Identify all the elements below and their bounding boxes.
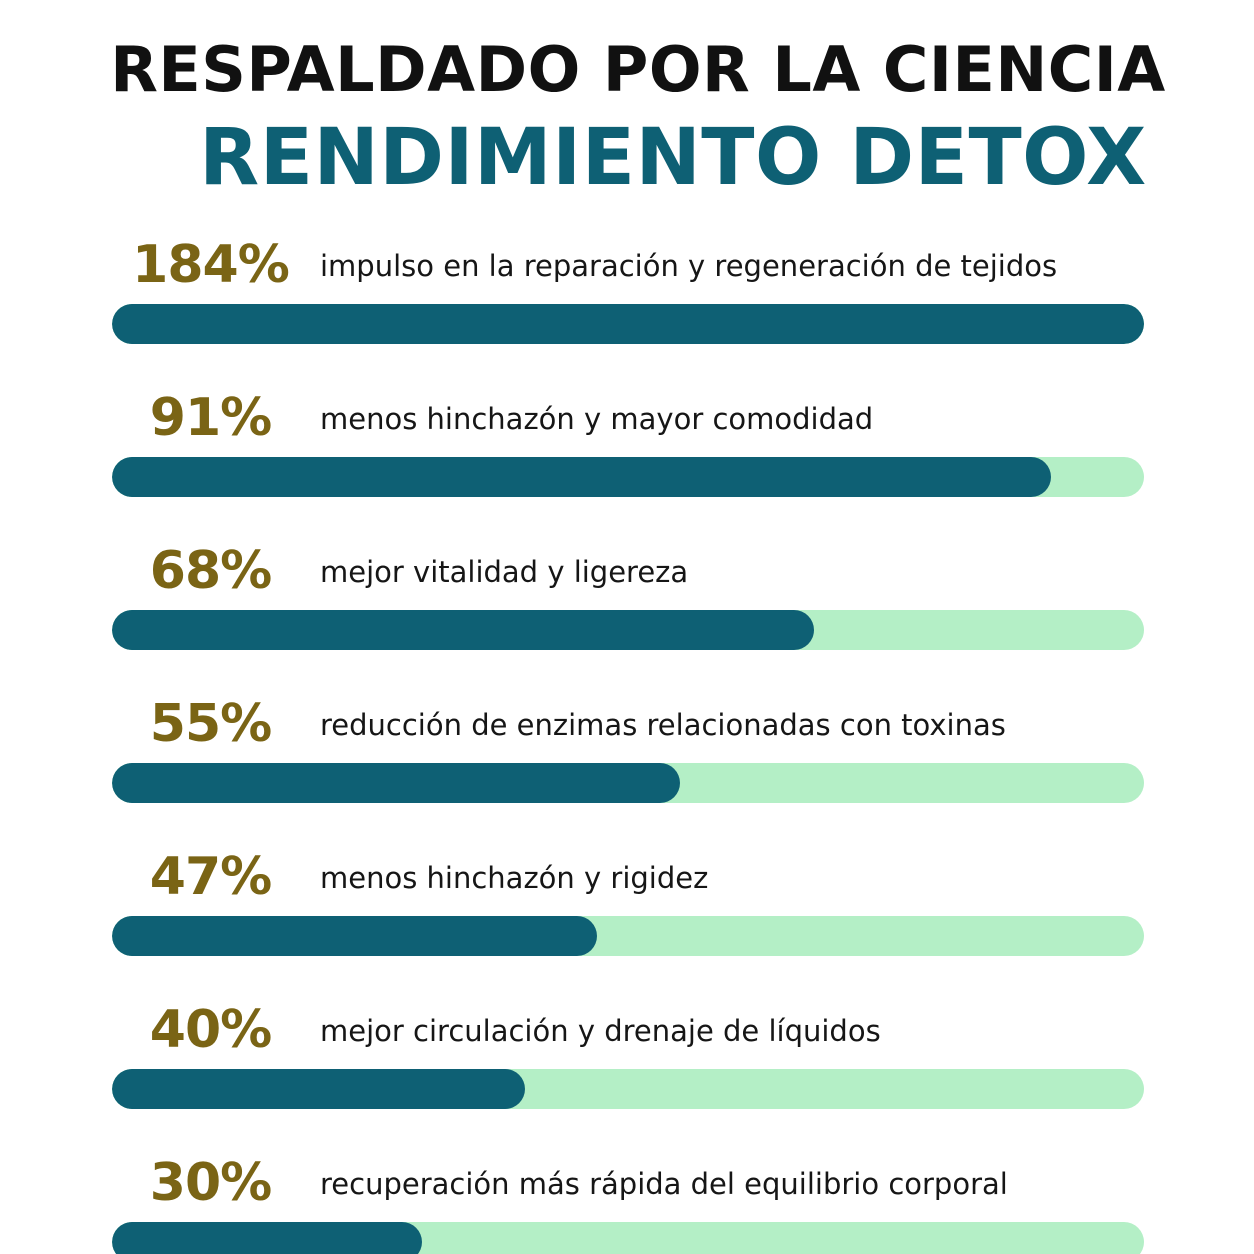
bar-category-label: mejor circulación y drenaje de líquidos — [320, 1014, 881, 1048]
bar-fill — [112, 763, 680, 803]
bar-category-label: mejor vitalidad y ligereza — [320, 555, 689, 589]
bar-row: 184% impulso en la reparación y regenerac… — [0, 234, 1254, 354]
bar-value-label: 30% — [149, 1153, 272, 1213]
bar-value-label: 184% — [132, 235, 290, 295]
bar-fill — [112, 457, 1051, 497]
page-title: RESPALDADO POR LA CIENCIA — [110, 33, 1166, 106]
bar-track — [112, 610, 1144, 650]
bar-track — [112, 304, 1144, 344]
bar-track — [112, 1069, 1144, 1109]
bar-fill — [112, 1222, 422, 1254]
bar-category-label: menos hinchazón y mayor comodidad — [320, 402, 874, 436]
bar-fill — [112, 1069, 525, 1109]
bar-category-label: impulso en la reparación y regeneración … — [320, 249, 1058, 283]
bar-value-label: 40% — [149, 1000, 272, 1060]
bar-value-label: 91% — [149, 388, 272, 448]
bar-category-label: reducción de enzimas relacionadas con to… — [320, 708, 1006, 742]
bar-row: 91% menos hinchazón y mayor comodidad — [0, 387, 1254, 507]
bar-fill — [112, 610, 814, 650]
bar-value-label: 47% — [149, 847, 272, 907]
bar-value-label: 55% — [149, 694, 272, 754]
page-subtitle: RENDIMIENTO DETOX — [199, 113, 1147, 203]
bar-track — [112, 1222, 1144, 1254]
bar-category-label: menos hinchazón y rigidez — [320, 861, 709, 895]
bar-row: 47% menos hinchazón y rigidez — [0, 846, 1254, 966]
bar-track — [112, 763, 1144, 803]
bar-track — [112, 457, 1144, 497]
bar-track — [112, 916, 1144, 956]
bar-row: 55% reducción de enzimas relacionadas con… — [0, 693, 1254, 813]
bar-value-label: 68% — [149, 541, 272, 601]
bar-row: 30% recuperación más rápida del equilibri… — [0, 1152, 1254, 1254]
bar-fill — [112, 916, 597, 956]
bar-category-label: recuperación más rápida del equilibrio c… — [320, 1167, 1008, 1201]
bar-row: 68% mejor vitalidad y ligereza — [0, 540, 1254, 660]
bar-fill — [112, 304, 1144, 344]
bar-row: 40% mejor circulación y drenaje de líquid… — [0, 999, 1254, 1119]
